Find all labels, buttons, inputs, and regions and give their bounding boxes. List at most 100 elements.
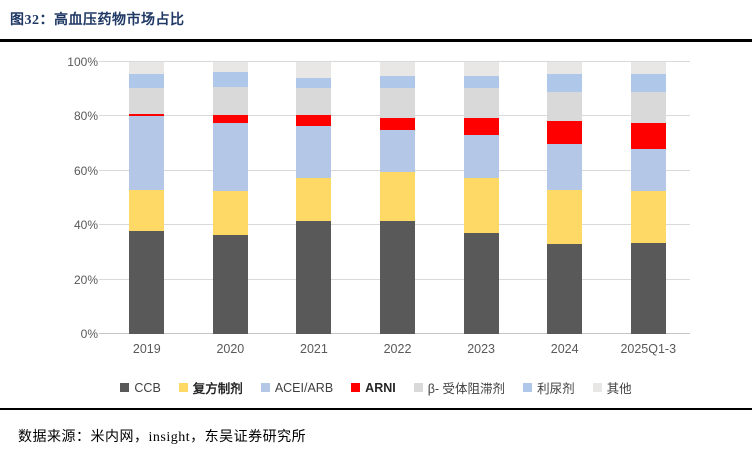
legend-label: CCB: [134, 380, 161, 395]
bar-segment: [463, 233, 499, 334]
y-axis-tick-label: 0%: [80, 327, 98, 341]
x-axis-label: 2021: [300, 342, 328, 356]
bar-segment: [630, 149, 666, 192]
bar-segment: [547, 244, 583, 334]
legend-label: ARNI: [365, 380, 396, 395]
stacked-bar: [463, 62, 499, 334]
bar-column: [523, 62, 607, 334]
bar-segment: [129, 189, 165, 231]
bar-column: [272, 62, 356, 334]
bar-segment: [380, 62, 416, 76]
bar-segment: [630, 62, 666, 75]
bar-segment: [630, 74, 666, 92]
bar-segment: [212, 123, 248, 192]
bar-segment: [212, 115, 248, 124]
x-axis-label: 2020: [216, 342, 245, 356]
legend-item: ARNI: [351, 381, 396, 395]
bar-segment: [630, 123, 666, 150]
bar-segment: [296, 87, 332, 116]
page-title: 图32：高血压药物市场占比: [10, 13, 185, 28]
bar-segment: [547, 120, 583, 144]
bar-segment: [129, 116, 165, 190]
stacked-bar: [547, 62, 583, 334]
legend-label: 利尿剂: [537, 382, 575, 396]
y-axis-tick-label: 40%: [73, 218, 98, 233]
legend-item: 复方制剂: [178, 378, 243, 397]
bar-column: [606, 62, 690, 334]
legend-swatch: [351, 383, 361, 392]
bar-segment: [630, 91, 666, 124]
bar-segment: [463, 62, 499, 76]
bar-column: [189, 62, 273, 334]
bar-segment: [630, 242, 666, 334]
legend-item: 其他: [592, 378, 632, 397]
legend-item: CCB: [120, 380, 161, 395]
x-axis: 2019 2020 2021 2022 2023 2024 2025Q1-3: [105, 342, 690, 356]
bars-area: [105, 62, 690, 334]
bar-segment: [212, 62, 248, 72]
bar-segment: [547, 74, 583, 92]
bar-segment: [296, 125, 332, 178]
legend-swatch: [592, 383, 602, 392]
x-axis-label: 2023: [467, 342, 495, 356]
bar-segment: [380, 117, 416, 131]
legend-label: 复方制剂: [192, 382, 243, 396]
bar-segment: [296, 62, 332, 79]
source-note: 数据来源：米内网，insight，东吴证券研究所: [18, 430, 307, 445]
stacked-bar: [129, 62, 165, 334]
y-axis-tick-label: 100%: [67, 55, 98, 69]
bar-segment: [547, 91, 583, 121]
stacked-bar: [630, 62, 666, 334]
bar-segment: [212, 234, 248, 334]
bar-segment: [380, 130, 416, 173]
bar-segment: [296, 78, 332, 88]
stacked-bar: [380, 62, 416, 334]
legend-label: β- 受体阻滞剂: [427, 382, 506, 396]
bar-segment: [129, 113, 165, 117]
bar-segment: [380, 87, 416, 118]
bar-segment: [296, 221, 332, 334]
bar-segment: [212, 191, 248, 235]
stacked-bar: [212, 62, 248, 334]
bar-segment: [380, 172, 416, 222]
bar-column: [105, 62, 189, 334]
bar-segment: [380, 75, 416, 88]
legend-swatch: [413, 383, 423, 392]
bar-segment: [380, 221, 416, 334]
x-axis-label: 2019: [132, 342, 161, 356]
bar-segment: [212, 71, 248, 87]
legend-swatch: [178, 383, 188, 392]
bar-column: [439, 62, 523, 334]
bar-segment: [129, 230, 165, 334]
bar-segment: [463, 177, 499, 234]
stacked-bar-chart: 0% 20% 40% 60% 80% 100% 2019 2020 2021 2022 2023 2…: [67, 56, 690, 356]
legend-swatch: [260, 383, 270, 392]
bar-segment: [463, 135, 499, 178]
legend-swatch: [120, 383, 130, 392]
legend-item: ACEI/ARB: [260, 380, 334, 395]
bar-segment: [129, 62, 165, 75]
bar-segment: [547, 189, 583, 245]
x-axis-label: 2024: [550, 342, 579, 356]
y-axis-tick-label: 60%: [73, 163, 98, 178]
legend-label: ACEI/ARB: [274, 380, 334, 395]
legend-item: β- 受体阻滞剂: [413, 378, 506, 397]
bar-segment: [129, 74, 165, 88]
bar-segment: [296, 177, 332, 222]
bar-column: [356, 62, 440, 334]
bar-segment: [463, 117, 499, 136]
chart-legend: CCB 复方制剂 ACEI/ARB ARNI β- 受体阻滞剂 利尿剂 其他: [0, 378, 752, 397]
bar-segment: [296, 115, 332, 126]
bar-segment: [129, 87, 165, 114]
bar-segment: [630, 191, 666, 243]
gridline: [99, 61, 690, 62]
y-axis-tick-label: 20%: [73, 272, 98, 287]
legend-item: 利尿剂: [523, 378, 575, 397]
x-axis-label: 2025Q1-3: [620, 342, 677, 356]
legend-label: 其他: [606, 382, 632, 396]
title-rule: [0, 39, 752, 42]
y-axis-tick-label: 80%: [73, 109, 98, 124]
legend-swatch: [523, 383, 533, 392]
bar-segment: [463, 75, 499, 88]
